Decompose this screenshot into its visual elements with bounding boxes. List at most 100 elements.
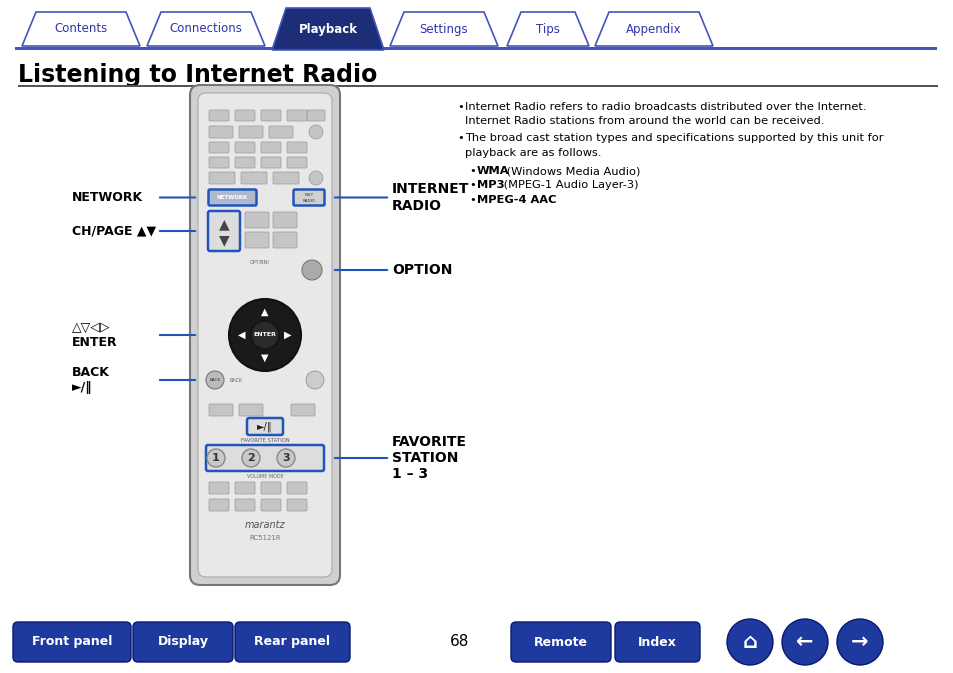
Text: △▽◁▷
ENTER: △▽◁▷ ENTER bbox=[71, 321, 117, 349]
FancyBboxPatch shape bbox=[234, 622, 350, 662]
FancyBboxPatch shape bbox=[209, 110, 229, 121]
Text: •: • bbox=[456, 133, 463, 143]
Text: OPTION: OPTION bbox=[392, 263, 452, 277]
FancyBboxPatch shape bbox=[234, 499, 254, 511]
FancyBboxPatch shape bbox=[273, 212, 296, 228]
Text: NETWORK: NETWORK bbox=[216, 195, 248, 200]
FancyBboxPatch shape bbox=[190, 85, 339, 585]
FancyBboxPatch shape bbox=[294, 190, 324, 205]
Text: playback are as follows.: playback are as follows. bbox=[464, 147, 601, 157]
Text: BACK: BACK bbox=[230, 378, 243, 384]
FancyBboxPatch shape bbox=[615, 622, 700, 662]
Bar bbox=[15, 47, 936, 50]
FancyBboxPatch shape bbox=[208, 211, 240, 251]
FancyBboxPatch shape bbox=[287, 142, 307, 153]
FancyBboxPatch shape bbox=[261, 499, 281, 511]
FancyBboxPatch shape bbox=[247, 418, 283, 435]
FancyBboxPatch shape bbox=[209, 172, 234, 184]
Circle shape bbox=[276, 449, 294, 467]
FancyBboxPatch shape bbox=[209, 499, 229, 511]
Text: ▲: ▲ bbox=[261, 307, 269, 317]
Text: OPT/BNI: OPT/BNI bbox=[250, 260, 270, 264]
Circle shape bbox=[781, 619, 827, 665]
Text: FAVORITE
STATION
1 – 3: FAVORITE STATION 1 – 3 bbox=[392, 435, 467, 481]
FancyBboxPatch shape bbox=[307, 110, 325, 121]
FancyBboxPatch shape bbox=[287, 157, 307, 168]
FancyBboxPatch shape bbox=[132, 622, 233, 662]
Circle shape bbox=[836, 619, 882, 665]
Polygon shape bbox=[595, 12, 712, 46]
FancyBboxPatch shape bbox=[13, 622, 131, 662]
FancyBboxPatch shape bbox=[287, 482, 307, 494]
Text: Appendix: Appendix bbox=[625, 22, 681, 36]
FancyBboxPatch shape bbox=[209, 190, 256, 205]
Text: Display: Display bbox=[157, 635, 209, 649]
Circle shape bbox=[242, 449, 260, 467]
FancyBboxPatch shape bbox=[234, 110, 254, 121]
Polygon shape bbox=[147, 12, 265, 46]
Text: Internet Radio refers to radio broadcasts distributed over the Internet.: Internet Radio refers to radio broadcast… bbox=[464, 102, 865, 112]
Text: (Windows Media Audio): (Windows Media Audio) bbox=[502, 166, 639, 176]
Text: ◀: ◀ bbox=[238, 330, 246, 340]
FancyBboxPatch shape bbox=[206, 445, 324, 471]
Text: marantz: marantz bbox=[244, 520, 285, 530]
Text: ▶: ▶ bbox=[284, 330, 292, 340]
Circle shape bbox=[206, 371, 224, 389]
FancyBboxPatch shape bbox=[209, 126, 233, 138]
Text: NETWORK: NETWORK bbox=[71, 191, 143, 204]
Text: (MPEG-1 Audio Layer-3): (MPEG-1 Audio Layer-3) bbox=[499, 180, 638, 190]
Text: BACK: BACK bbox=[210, 378, 220, 382]
Text: INET: INET bbox=[304, 194, 314, 197]
Text: 3: 3 bbox=[282, 453, 290, 463]
Text: 1: 1 bbox=[212, 453, 219, 463]
Text: •: • bbox=[456, 102, 463, 112]
FancyBboxPatch shape bbox=[234, 482, 254, 494]
Text: ENTER: ENTER bbox=[253, 332, 276, 337]
Circle shape bbox=[306, 371, 324, 389]
Circle shape bbox=[309, 171, 323, 185]
FancyBboxPatch shape bbox=[234, 142, 254, 153]
Circle shape bbox=[251, 321, 278, 349]
Text: •: • bbox=[469, 166, 476, 176]
Text: ▼: ▼ bbox=[261, 353, 269, 363]
FancyBboxPatch shape bbox=[291, 404, 314, 416]
Text: Playback: Playback bbox=[298, 22, 357, 36]
Text: →: → bbox=[850, 632, 868, 652]
Text: ⌂: ⌂ bbox=[741, 632, 757, 652]
FancyBboxPatch shape bbox=[209, 142, 229, 153]
FancyBboxPatch shape bbox=[198, 93, 332, 577]
Circle shape bbox=[726, 619, 772, 665]
FancyBboxPatch shape bbox=[261, 142, 281, 153]
FancyBboxPatch shape bbox=[261, 110, 281, 121]
Text: •: • bbox=[469, 180, 476, 190]
Text: 2: 2 bbox=[247, 453, 254, 463]
Text: Index: Index bbox=[638, 635, 677, 649]
FancyBboxPatch shape bbox=[234, 157, 254, 168]
Text: FAVORITE STATION: FAVORITE STATION bbox=[240, 437, 289, 443]
Text: MP3: MP3 bbox=[476, 180, 504, 190]
Text: Listening to Internet Radio: Listening to Internet Radio bbox=[18, 63, 377, 87]
FancyBboxPatch shape bbox=[209, 482, 229, 494]
Text: The broad cast station types and specifications supported by this unit for: The broad cast station types and specifi… bbox=[464, 133, 882, 143]
Text: •: • bbox=[469, 195, 476, 205]
Text: VOLUME MODE: VOLUME MODE bbox=[247, 474, 283, 479]
FancyBboxPatch shape bbox=[261, 157, 281, 168]
Text: Internet Radio stations from around the world can be received.: Internet Radio stations from around the … bbox=[464, 116, 823, 127]
Polygon shape bbox=[272, 8, 384, 50]
Circle shape bbox=[302, 260, 322, 280]
Text: ←: ← bbox=[796, 632, 813, 652]
FancyBboxPatch shape bbox=[245, 212, 269, 228]
Text: BACK
►/‖: BACK ►/‖ bbox=[71, 366, 110, 394]
Text: ►/‖: ►/‖ bbox=[257, 421, 273, 432]
FancyBboxPatch shape bbox=[273, 232, 296, 248]
Polygon shape bbox=[22, 12, 140, 46]
Text: Rear panel: Rear panel bbox=[254, 635, 330, 649]
FancyBboxPatch shape bbox=[287, 499, 307, 511]
Circle shape bbox=[229, 299, 301, 371]
FancyBboxPatch shape bbox=[261, 482, 281, 494]
FancyBboxPatch shape bbox=[287, 110, 307, 121]
Text: WMA: WMA bbox=[476, 166, 509, 176]
Polygon shape bbox=[506, 12, 588, 46]
Text: Tips: Tips bbox=[536, 22, 559, 36]
FancyBboxPatch shape bbox=[209, 157, 229, 168]
